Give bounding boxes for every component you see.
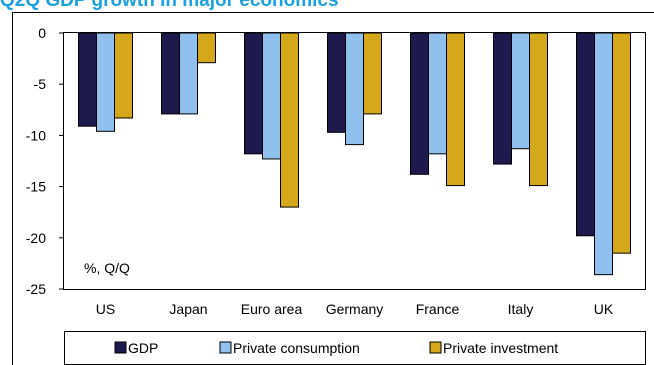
bar [244, 32, 263, 155]
y-tick-label: -20 [26, 230, 46, 246]
y-axis: 0 -5 -10 -15 -20 -25 [26, 25, 64, 297]
bar [410, 32, 429, 175]
legend-swatch [219, 341, 232, 354]
x-tick-label: France [416, 301, 460, 317]
bar [493, 32, 512, 165]
y-tick-label: -5 [34, 76, 47, 92]
y-tick-label: -25 [26, 281, 46, 297]
x-tick-label: Euro area [241, 301, 303, 317]
legend-items: GDP Private consumption Private investment [114, 340, 558, 356]
legend-label: Private investment [443, 340, 558, 356]
x-tick-label: UK [594, 301, 614, 317]
bars-group [78, 32, 631, 276]
bar [161, 32, 180, 115]
y-tick-label: -15 [26, 179, 46, 195]
bar [511, 32, 530, 150]
bar [327, 32, 346, 133]
y-tick-label: -10 [26, 127, 46, 143]
legend-swatch [114, 341, 127, 354]
bar [197, 32, 216, 64]
y-tick-label: 0 [38, 25, 46, 41]
bar [594, 32, 613, 276]
x-axis: US Japan Euro area Germany France Italy UK [96, 301, 614, 317]
bar [78, 32, 97, 127]
legend-label: GDP [128, 340, 158, 356]
bar [96, 32, 115, 132]
x-tick-label: Germany [326, 301, 384, 317]
chart-title: Q2Q GDP growth in major economics [0, 0, 339, 11]
bar [114, 32, 133, 119]
legend-swatch [429, 341, 442, 354]
chart-frame [12, 12, 654, 365]
bar [363, 32, 382, 115]
bar [280, 32, 299, 208]
x-tick-label: US [96, 301, 115, 317]
bar [345, 32, 364, 146]
bar [179, 32, 198, 115]
unit-label: %, Q/Q [84, 260, 130, 276]
legend-label: Private consumption [233, 340, 360, 356]
bar [262, 32, 281, 160]
x-tick-label: Japan [169, 301, 207, 317]
bar [576, 32, 595, 237]
x-tick-label: Italy [508, 301, 534, 317]
bar [428, 32, 447, 155]
bar [446, 32, 465, 187]
bar [529, 32, 548, 187]
bar [612, 32, 631, 254]
